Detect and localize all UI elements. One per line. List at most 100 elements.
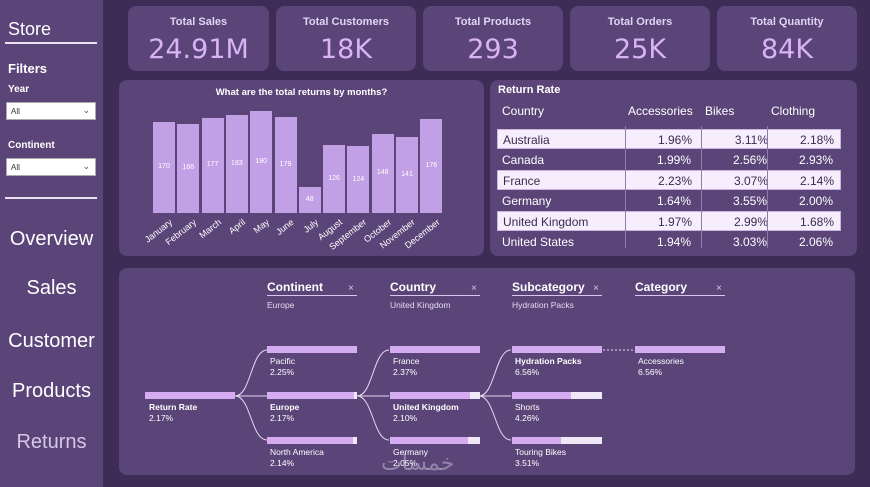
table-cell-bikes: 2.99%	[733, 215, 768, 229]
column-divider	[701, 126, 702, 248]
data-label: 170	[158, 163, 170, 171]
sidebar: Store Filters Year All ⌄ Continent All ⌄…	[0, 0, 103, 487]
column-header-accessories[interactable]: Accessories	[628, 104, 693, 118]
header-underline	[635, 295, 725, 296]
bar-june[interactable]	[274, 116, 297, 213]
tree-node-fill	[512, 437, 561, 444]
nav-returns[interactable]: Returns	[16, 431, 87, 453]
table-cell-accessories: 1.97%	[657, 215, 692, 229]
bar-august[interactable]	[323, 145, 346, 213]
bar-november[interactable]	[396, 137, 418, 213]
tree-node-bar[interactable]	[512, 346, 602, 353]
bar-april[interactable]	[225, 114, 248, 213]
divider	[5, 42, 97, 44]
tree-node-value: 2.14%	[270, 458, 295, 468]
continent-select[interactable]: All ⌄	[6, 158, 96, 176]
bar-february[interactable]	[177, 123, 200, 213]
data-label: 48	[305, 196, 314, 204]
table-row[interactable]: United States 1.94% 3.03% 2.06%	[497, 232, 841, 252]
nav-products[interactable]: Products	[12, 380, 91, 402]
column-header-bikes[interactable]: Bikes	[705, 104, 735, 118]
table-cell-clothing: 2.14%	[799, 174, 834, 188]
bar-september[interactable]	[347, 146, 370, 213]
tree-node-value: 2.25%	[270, 367, 295, 377]
tree-node-name: Touring Bikes	[515, 447, 567, 457]
close-icon[interactable]: ×	[471, 283, 477, 294]
bar-may[interactable]	[250, 111, 273, 213]
tree-node-root-bar[interactable]	[145, 392, 235, 399]
data-label: 141	[401, 171, 413, 179]
table-row[interactable]: Germany 1.64% 3.55% 2.00%	[497, 191, 841, 211]
tree-node-bar[interactable]	[390, 437, 480, 444]
table-cell-clothing: 2.18%	[799, 133, 834, 147]
table-cell-accessories: 1.94%	[656, 234, 691, 249]
kpi-value: 293	[467, 34, 519, 65]
tree-node-name: United Kingdom	[393, 402, 459, 412]
level-header-continent[interactable]: Continent	[267, 280, 323, 294]
tree-connectors	[234, 349, 633, 441]
tree-node-bar[interactable]	[267, 346, 357, 353]
tree-node-name: Europe	[270, 402, 300, 412]
bar-october[interactable]	[371, 133, 394, 213]
tree-node-name: France	[393, 356, 420, 366]
tree-node-bar[interactable]	[390, 346, 480, 353]
bar-december[interactable]	[420, 118, 443, 213]
tree-node-value: 2.05%	[393, 458, 418, 468]
table-cell-bikes: 3.11%	[734, 133, 768, 147]
table-row[interactable]: Canada 1.99% 2.56% 2.93%	[497, 150, 841, 170]
table-cell-clothing: 2.06%	[798, 234, 833, 249]
returns-by-month-chart: What are the total returns by months? 17…	[119, 80, 484, 256]
tree-node-bar[interactable]	[267, 437, 357, 444]
level-header-subcategory[interactable]: Subcategory	[512, 280, 585, 294]
tree-node-name: Shorts	[515, 402, 540, 412]
tree-node-bar[interactable]	[390, 392, 480, 399]
table-row[interactable]: United Kingdom 1.97% 2.99% 1.68%	[497, 211, 841, 231]
tree-node-fill	[512, 392, 571, 399]
nav-overview[interactable]: Overview	[9, 228, 94, 250]
header-underline	[512, 295, 602, 296]
level-header-country[interactable]: Country	[390, 280, 436, 294]
tree-node-fill	[390, 346, 480, 353]
nav-customer[interactable]: Customer	[8, 330, 95, 352]
tree-node-bar[interactable]	[635, 346, 725, 353]
tree-node-name: North America	[270, 447, 324, 457]
tree-node-root-name: Return Rate	[149, 402, 198, 412]
close-icon[interactable]: ×	[716, 283, 722, 294]
bar-march[interactable]	[201, 117, 224, 213]
tree-node-bar[interactable]	[512, 437, 602, 444]
table-cell-country: United States	[502, 234, 575, 249]
table-cell-country: Canada	[502, 152, 545, 167]
continent-filter-label: Continent	[8, 140, 55, 151]
chevron-down-icon: ⌄	[82, 161, 90, 171]
chevron-down-icon: ⌄	[82, 105, 90, 115]
level-header-category[interactable]: Category	[635, 280, 688, 294]
tree-node-fill	[390, 437, 469, 444]
tree-node-bar[interactable]	[512, 392, 602, 399]
divider	[5, 197, 97, 199]
nav-sales[interactable]: Sales	[26, 277, 77, 299]
table-row[interactable]: Australia 1.96% 3.11% 2.18%	[497, 129, 841, 149]
column-header-country[interactable]: Country	[502, 104, 545, 118]
x-tick-label: March	[196, 217, 223, 241]
close-icon[interactable]: ×	[593, 283, 599, 294]
year-filter-label: Year	[8, 84, 30, 95]
table-cell-bikes: 2.56%	[732, 152, 767, 167]
data-label: 179	[279, 160, 292, 168]
column-header-clothing[interactable]: Clothing	[771, 104, 816, 118]
table-cell-country: Australia	[503, 133, 550, 147]
bar-january[interactable]	[153, 121, 175, 213]
level-selection: Europe	[267, 300, 295, 310]
filters-title: Filters	[8, 61, 48, 76]
table-cell-bikes: 3.07%	[733, 174, 768, 188]
tree-node-bar[interactable]	[267, 392, 357, 399]
year-select[interactable]: All ⌄	[6, 102, 96, 120]
header-underline	[267, 295, 357, 296]
column-divider	[767, 126, 768, 248]
close-icon[interactable]: ×	[348, 283, 354, 294]
table-row[interactable]: France 2.23% 3.07% 2.14%	[497, 170, 841, 190]
tree-node-name: Hydration Packs	[515, 356, 582, 366]
data-label: 190	[255, 158, 268, 165]
bar-july[interactable]	[298, 187, 321, 213]
data-label: 124	[352, 175, 365, 183]
kpi-label: Total Orders	[607, 16, 673, 28]
